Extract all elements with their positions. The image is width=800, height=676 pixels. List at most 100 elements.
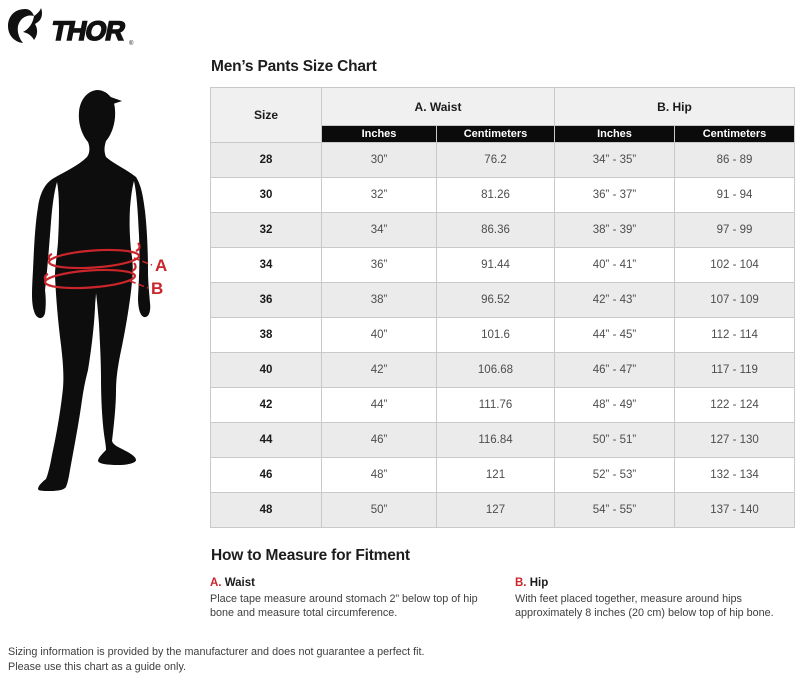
size-cell: 34 [210, 247, 322, 283]
hip-letter: B. [515, 577, 527, 589]
size-cell: 44 [210, 422, 322, 458]
waist-cm-cell: 101.6 [436, 317, 555, 353]
hip-instructions-heading: B. Hip [515, 577, 794, 589]
ram-head-icon [8, 8, 42, 43]
waist-inches-cell: 50” [321, 492, 437, 528]
size-cell: 46 [210, 457, 322, 493]
body-silhouette [32, 90, 151, 491]
waist-cm-cell: 86.36 [436, 212, 555, 248]
unit-header-row: Inches Centimeters Inches Centimeters [211, 125, 796, 143]
table-row: 42 44” 111.76 48” - 49” 122 - 124 [210, 387, 796, 423]
disclaimer: Sizing information is provided by the ma… [8, 645, 425, 676]
hip-inches-cell: 48” - 49” [554, 387, 675, 423]
hip-name: Hip [529, 577, 549, 589]
table-row: 32 34” 86.36 38” - 39” 97 - 99 [210, 212, 796, 248]
hip-instructions: B. Hip With feet placed together, measur… [515, 577, 794, 621]
waist-cm-cell: 76.2 [436, 142, 555, 178]
waist-measure-label: A [155, 256, 167, 275]
hip-instructions-text: With feet placed together, measure aroun… [515, 593, 774, 620]
size-column-header: Size [210, 87, 322, 143]
table-row: 48 50” 127 54” - 55” 137 - 140 [210, 492, 796, 528]
hip-inches-cell: 52” - 53” [554, 457, 675, 493]
waist-cm-cell: 106.68 [436, 352, 555, 388]
hair-spike [105, 95, 122, 106]
hip-cm-cell: 137 - 140 [673, 492, 796, 528]
waist-cm-cell: 121 [436, 457, 555, 493]
hip-centimeters-header: Centimeters [673, 125, 796, 143]
waist-group-header: A. Waist [321, 87, 555, 126]
size-cell: 40 [210, 352, 322, 388]
waist-inches-cell: 42” [321, 352, 437, 388]
table-row: 36 38” 96.52 42” - 43” 107 - 109 [210, 282, 796, 318]
size-cell: 30 [210, 177, 322, 213]
waist-inches-cell: 32” [321, 177, 437, 213]
group-header-row: Size A. Waist B. Hip [210, 87, 796, 143]
hip-cm-cell: 86 - 89 [673, 142, 796, 178]
size-cell: 28 [210, 142, 322, 178]
hip-cm-cell: 127 - 130 [673, 422, 796, 458]
waist-inches-cell: 30” [321, 142, 437, 178]
hip-cm-cell: 112 - 114 [673, 317, 796, 353]
chart-content: Men’s Pants Size Chart Size A. Waist B. … [210, 58, 796, 621]
size-cell: 36 [210, 282, 322, 318]
hip-cm-cell: 91 - 94 [673, 177, 796, 213]
hip-inches-cell: 36” - 37” [554, 177, 675, 213]
hip-cm-cell: 97 - 99 [673, 212, 796, 248]
waist-inches-cell: 48” [321, 457, 437, 493]
waist-inches-cell: 46” [321, 422, 437, 458]
hip-inches-cell: 34” - 35” [554, 142, 675, 178]
waist-inches-cell: 38” [321, 282, 437, 318]
how-to-columns: A. Waist Place tape measure around stoma… [210, 577, 794, 621]
disclaimer-line-2: Please use this chart as a guide only. [8, 661, 187, 674]
table-row: 38 40” 101.6 44” - 45” 112 - 114 [210, 317, 796, 353]
waist-name: Waist [224, 577, 255, 589]
waist-cm-cell: 96.52 [436, 282, 555, 318]
hip-inches-cell: 50” - 51” [554, 422, 675, 458]
hip-inches-cell: 54” - 55” [554, 492, 675, 528]
waist-cm-cell: 127 [436, 492, 555, 528]
table-row: 44 46” 116.84 50” - 51” 127 - 130 [210, 422, 796, 458]
size-cell: 42 [210, 387, 322, 423]
waist-inches-cell: 40” [321, 317, 437, 353]
thor-logo: THOR ® [8, 8, 134, 47]
size-chart-table: Size A. Waist B. Hip Inches Centimeters … [210, 87, 796, 528]
male-silhouette-figure: A B [32, 90, 167, 491]
hip-inches-cell: 40” - 41” [554, 247, 675, 283]
waist-cm-cell: 111.76 [436, 387, 555, 423]
hip-cm-cell: 102 - 104 [673, 247, 796, 283]
hip-group-header: B. Hip [553, 87, 796, 126]
waist-cm-cell: 81.26 [436, 177, 555, 213]
hip-inches-cell: 44” - 45” [554, 317, 675, 353]
size-cell: 48 [210, 492, 322, 528]
waist-measure-line [47, 242, 153, 270]
waist-inches-header: Inches [321, 125, 437, 143]
waist-inches-cell: 44” [321, 387, 437, 423]
page-title: Men’s Pants Size Chart [211, 58, 377, 75]
waist-cm-cell: 116.84 [436, 422, 555, 458]
hip-inches-cell: 38” - 39” [554, 212, 675, 248]
hip-measure-label: B [151, 279, 163, 298]
waist-cm-cell: 91.44 [436, 247, 555, 283]
waist-inches-cell: 34” [321, 212, 437, 248]
size-cell: 38 [210, 317, 322, 353]
table-row: 34 36” 91.44 40” - 41” 102 - 104 [210, 247, 796, 283]
waist-centimeters-header: Centimeters [436, 125, 555, 143]
table-row: 28 30” 76.2 34” - 35” 86 - 89 [210, 142, 796, 178]
waist-instructions: A. Waist Place tape measure around stoma… [210, 577, 502, 621]
hip-inches-cell: 46” - 47” [554, 352, 675, 388]
thor-wordmark: THOR [49, 15, 129, 46]
hip-cm-cell: 117 - 119 [673, 352, 796, 388]
disclaimer-line-1: Sizing information is provided by the ma… [8, 646, 425, 658]
waist-instructions-text: Place tape measure around stomach 2” bel… [210, 593, 478, 620]
waist-inches-cell: 36” [321, 247, 437, 283]
table-row: 46 48” 121 52” - 53” 132 - 134 [210, 457, 796, 493]
waist-letter: A. [210, 577, 222, 589]
waist-instructions-heading: A. Waist [210, 577, 486, 589]
table-row: 40 42” 106.68 46” - 47” 117 - 119 [210, 352, 796, 388]
table-row: 30 32” 81.26 36” - 37” 91 - 94 [210, 177, 796, 213]
hip-cm-cell: 107 - 109 [673, 282, 796, 318]
hip-inches-header: Inches [554, 125, 675, 143]
hip-inches-cell: 42” - 43” [554, 282, 675, 318]
hip-cm-cell: 122 - 124 [673, 387, 796, 423]
